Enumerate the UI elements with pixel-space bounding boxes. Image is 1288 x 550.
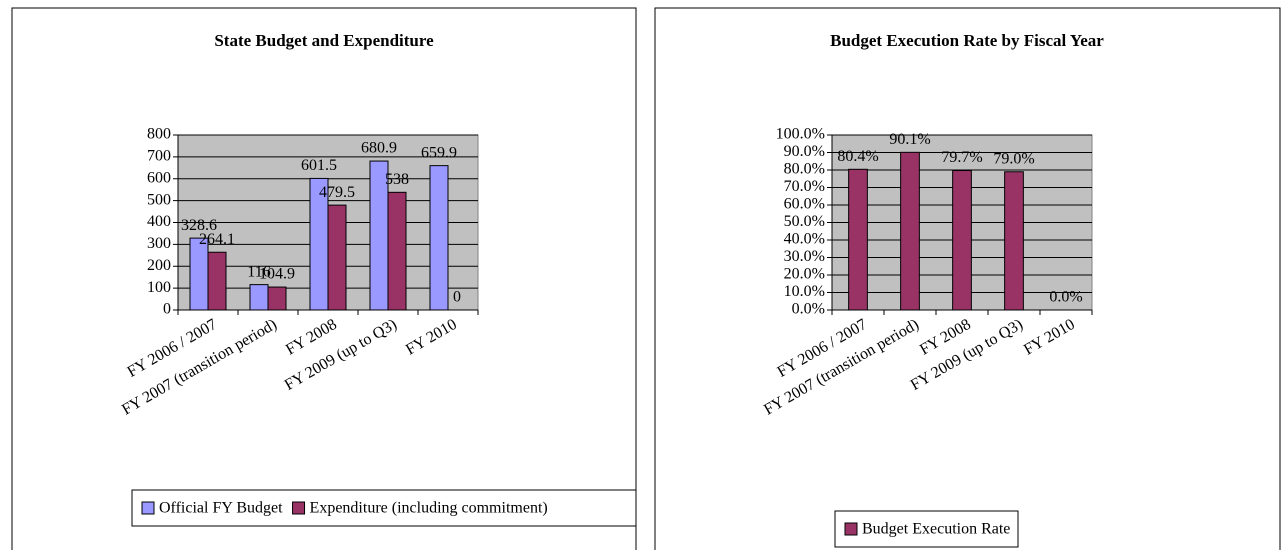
y-tick-label: 80.0%	[784, 161, 825, 178]
bar	[207, 251, 227, 311]
y-tick-label: 0.0%	[792, 301, 825, 318]
y-tick-label: 600	[147, 169, 171, 186]
legend-label: Budget Execution Rate	[862, 521, 1010, 538]
data-label: 264.1	[199, 231, 235, 248]
y-tick-label: 50.0%	[784, 213, 825, 230]
y-tick-label: 10.0%	[784, 283, 825, 300]
bar	[387, 191, 407, 311]
y-tick-label: 800	[147, 126, 171, 143]
bar	[327, 204, 347, 311]
y-tick-label: 700	[147, 148, 171, 165]
data-label: 0.0%	[1049, 289, 1082, 306]
data-label: 79.0%	[993, 150, 1034, 167]
data-label: 659.9	[421, 144, 457, 161]
y-tick-label: 30.0%	[784, 248, 825, 265]
y-tick-label: 40.0%	[784, 231, 825, 248]
y-tick-label: 70.0%	[784, 178, 825, 195]
data-label: 104.9	[259, 266, 295, 283]
data-label: 680.9	[361, 140, 397, 157]
data-label: 0	[453, 289, 461, 306]
y-tick-label: 500	[147, 191, 171, 208]
bar	[267, 286, 287, 311]
chart-title: State Budget and Expenditure	[214, 31, 434, 50]
legend-swatch	[844, 522, 858, 536]
y-tick-label: 20.0%	[784, 266, 825, 283]
legend-box	[131, 489, 637, 527]
bar	[900, 151, 920, 311]
y-tick-label: 200	[147, 257, 171, 274]
legend-swatch	[141, 501, 155, 515]
legend-label: Official FY Budget	[159, 500, 283, 517]
bar	[952, 170, 972, 311]
data-label: 538	[385, 171, 409, 188]
legend-label: Expenditure (including commitment)	[310, 500, 548, 517]
bar	[848, 168, 868, 311]
bar	[249, 284, 269, 311]
y-tick-label: 300	[147, 235, 171, 252]
y-tick-label: 0	[163, 301, 171, 318]
bar	[429, 165, 449, 311]
bar	[189, 237, 209, 311]
data-label: 479.5	[319, 184, 355, 201]
y-tick-label: 60.0%	[784, 196, 825, 213]
data-label: 80.4%	[837, 148, 878, 165]
y-tick-label: 400	[147, 213, 171, 230]
data-label: 328.6	[181, 217, 217, 234]
data-label: 90.1%	[889, 131, 930, 148]
y-tick-label: 100.0%	[776, 126, 825, 143]
bar	[1004, 171, 1024, 311]
data-label: 79.7%	[941, 149, 982, 166]
y-tick-label: 100	[147, 279, 171, 296]
y-tick-label: 90.0%	[784, 143, 825, 160]
chart-title: Budget Execution Rate by Fiscal Year	[830, 31, 1104, 50]
legend-box	[834, 510, 1019, 548]
legend-swatch	[292, 501, 306, 515]
data-label: 601.5	[301, 157, 337, 174]
data-label: 116	[247, 263, 270, 280]
